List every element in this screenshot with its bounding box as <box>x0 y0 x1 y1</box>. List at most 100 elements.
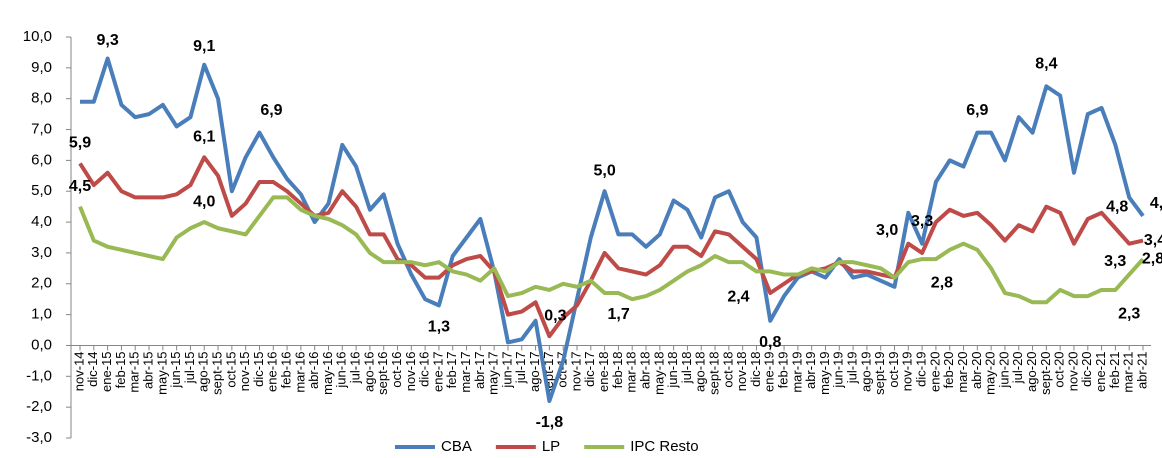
x-tick-label: mar-19 <box>789 351 804 392</box>
x-tick-label: sept-16 <box>375 351 390 394</box>
x-tick-label: oct-15 <box>223 351 238 387</box>
x-tick-label: jun-19 <box>831 351 846 388</box>
data-label: 5,9 <box>69 135 91 152</box>
x-tick-label: feb-17 <box>444 351 459 388</box>
x-tick-label: dic-18 <box>748 351 763 386</box>
x-tick-label: ago-16 <box>361 351 376 391</box>
y-tick-label: 5,0 <box>31 182 52 199</box>
x-tick-label: may-18 <box>651 351 666 394</box>
x-tick-label: dic-17 <box>582 351 597 386</box>
x-tick-label: ago-18 <box>693 351 708 391</box>
x-tick-label: abr-18 <box>637 351 652 389</box>
x-tick-label: nov-15 <box>237 351 252 391</box>
x-tick-label: jun-17 <box>499 351 514 388</box>
x-tick-label: jun-15 <box>168 351 183 388</box>
data-label: 1,7 <box>607 306 629 323</box>
x-tick-label: abr-16 <box>306 351 321 389</box>
y-tick-label: 2,0 <box>31 275 52 292</box>
x-tick-label: jul-17 <box>513 351 528 384</box>
x-tick-label: may-15 <box>154 351 169 394</box>
data-label: -1,8 <box>536 414 564 431</box>
x-tick-label: nov-16 <box>403 351 418 391</box>
x-tick-label: ene-21 <box>1093 351 1108 391</box>
data-label: 2,8 <box>931 274 953 291</box>
y-tick-label: -3,0 <box>26 429 52 446</box>
x-tick-label: jun-20 <box>996 351 1011 388</box>
data-label: 9,3 <box>96 32 118 49</box>
y-tick-label: 10,0 <box>23 28 52 45</box>
x-tick-label: mar-18 <box>624 351 639 392</box>
data-label: 2,3 <box>1118 306 1140 323</box>
data-label: 4,0 <box>193 193 215 210</box>
x-tick-label: abr-20 <box>969 351 984 389</box>
data-label: 8,4 <box>1035 56 1057 73</box>
x-tick-label: dic-20 <box>1079 351 1094 386</box>
x-tick-label: sept-20 <box>1038 351 1053 394</box>
data-label: 4,2 <box>1150 195 1162 212</box>
x-tick-label: ene-16 <box>265 351 280 391</box>
x-tick-label: mar-20 <box>955 351 970 392</box>
x-tick-label: jul-19 <box>845 351 860 384</box>
x-tick-label: nov-14 <box>71 351 86 391</box>
data-label: 0,8 <box>759 334 781 351</box>
x-tick-label: nov-17 <box>568 351 583 391</box>
x-tick-label: dic-19 <box>914 351 929 386</box>
data-label: 2,4 <box>727 289 749 306</box>
x-tick-label: ene-17 <box>430 351 445 391</box>
x-tick-label: may-16 <box>320 351 335 394</box>
data-label: 6,9 <box>260 102 282 119</box>
y-tick-label: 1,0 <box>31 306 52 323</box>
x-tick-label: feb-19 <box>776 351 791 388</box>
x-tick-label: dic-16 <box>417 351 432 386</box>
x-tick-label: mar-21 <box>1121 351 1136 392</box>
data-label: 2,8 <box>1142 250 1162 267</box>
x-tick-label: ago-17 <box>527 351 542 391</box>
x-tick-label: jun-16 <box>334 351 349 388</box>
x-tick-label: ago-20 <box>1024 351 1039 391</box>
x-tick-label: nov-19 <box>900 351 915 391</box>
data-label: 6,1 <box>193 129 215 146</box>
data-label: 3,4 <box>1144 232 1162 249</box>
x-tick-label: feb-15 <box>113 351 128 388</box>
x-tick-label: nov-18 <box>734 351 749 391</box>
y-tick-label: -1,0 <box>26 367 52 384</box>
x-tick-label: ene-19 <box>762 351 777 391</box>
data-label: 1,3 <box>428 319 450 336</box>
data-label: 4,8 <box>1106 199 1128 216</box>
x-tick-label: jul-18 <box>679 351 694 384</box>
y-tick-label: 6,0 <box>31 151 52 168</box>
x-tick-label: jul-20 <box>1010 351 1025 384</box>
x-tick-label: may-20 <box>983 351 998 394</box>
x-tick-label: nov-20 <box>1065 351 1080 391</box>
data-label: 0,3 <box>544 307 566 324</box>
x-tick-label: dic-14 <box>85 351 100 386</box>
x-tick-label: ago-19 <box>858 351 873 391</box>
x-tick-label: abr-17 <box>472 351 487 389</box>
y-tick-label: 8,0 <box>31 90 52 107</box>
data-label: 3,3 <box>911 213 933 230</box>
data-label: 4,5 <box>69 178 91 195</box>
x-tick-label: feb-18 <box>610 351 625 388</box>
y-tick-label: 0,0 <box>31 336 52 353</box>
x-tick-label: oct-19 <box>886 351 901 387</box>
y-tick-label: -2,0 <box>26 398 52 415</box>
x-tick-label: ene-20 <box>927 351 942 391</box>
legend-label: CBA <box>441 438 472 455</box>
x-tick-label: may-17 <box>486 351 501 394</box>
data-label: 3,3 <box>1104 253 1126 270</box>
x-tick-label: mar-15 <box>127 351 142 392</box>
y-tick-label: 7,0 <box>31 121 52 138</box>
x-tick-label: sept-18 <box>706 351 721 394</box>
x-tick-label: ago-15 <box>196 351 211 391</box>
legend-label: IPC Resto <box>630 438 698 455</box>
data-label: 3,0 <box>876 222 898 239</box>
y-tick-label: 4,0 <box>31 213 52 230</box>
x-tick-label: mar-16 <box>292 351 307 392</box>
data-label: 5,0 <box>593 162 615 179</box>
x-tick-label: oct-16 <box>389 351 404 387</box>
x-tick-label: jun-18 <box>665 351 680 388</box>
x-tick-label: sept-15 <box>209 351 224 394</box>
x-tick-label: oct-20 <box>1052 351 1067 387</box>
x-tick-label: ene-18 <box>596 351 611 391</box>
